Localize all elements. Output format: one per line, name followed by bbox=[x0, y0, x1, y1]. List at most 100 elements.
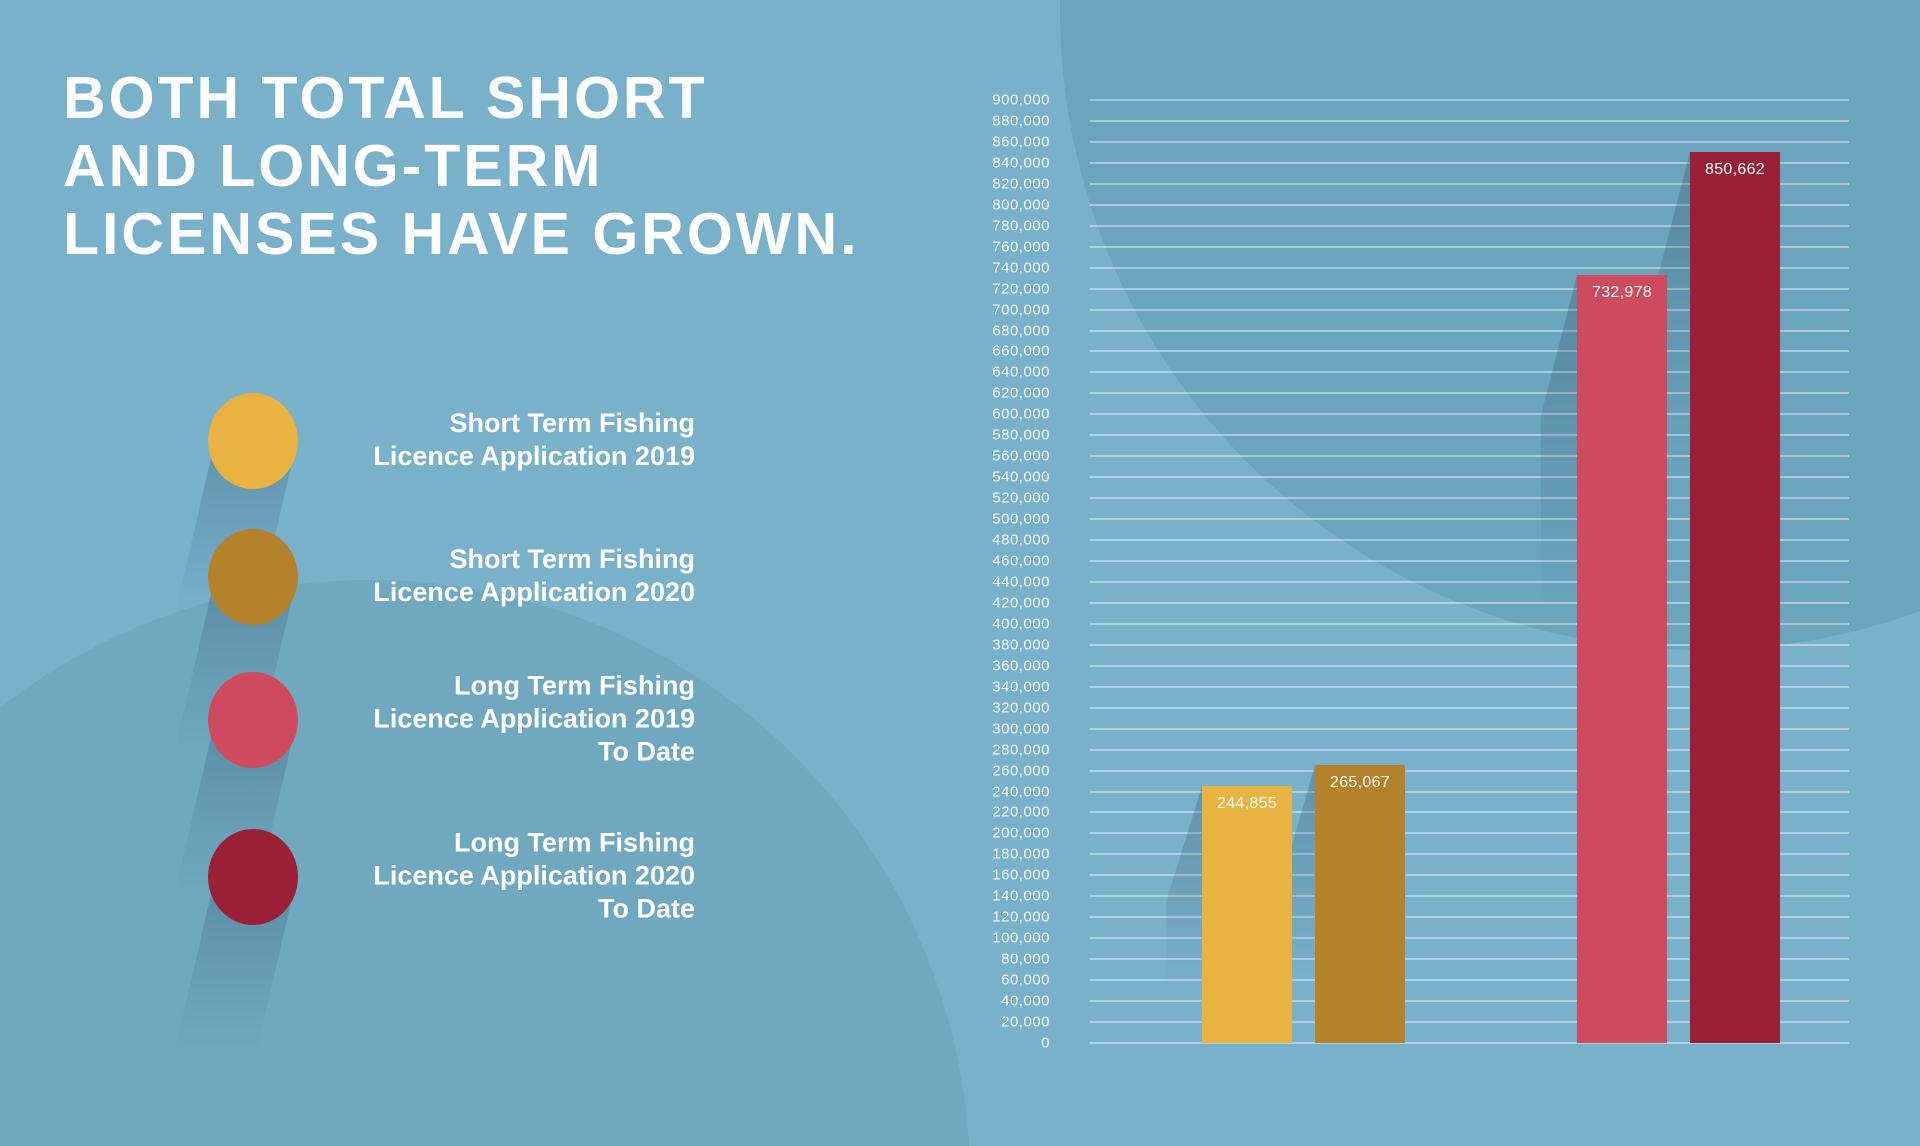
legend-label-line: Licence Application 2020 bbox=[373, 577, 695, 607]
legend-label-line: Licence Application 2020 bbox=[373, 860, 695, 891]
gridline bbox=[1090, 182, 1849, 185]
legend-label-line: To Date bbox=[597, 893, 695, 924]
gridline bbox=[1090, 580, 1849, 583]
y-axis-tick-label: 100,000 bbox=[992, 929, 1050, 947]
y-axis-tick-label: 360,000 bbox=[992, 657, 1050, 675]
y-axis-tick-label: 560,000 bbox=[992, 447, 1050, 465]
legend-label-line: To Date bbox=[597, 736, 695, 767]
legend-label-line: Short Term Fishing bbox=[449, 408, 695, 438]
legend-color-circle bbox=[208, 672, 298, 768]
legend-color-circle bbox=[208, 529, 298, 625]
y-axis-tick-label: 460,000 bbox=[992, 552, 1050, 570]
y-axis-tick-label: 520,000 bbox=[992, 489, 1050, 507]
y-axis-tick-label: 80,000 bbox=[1001, 950, 1050, 968]
gridline bbox=[1090, 790, 1849, 793]
gridline bbox=[1090, 643, 1849, 646]
gridline bbox=[1090, 434, 1849, 437]
y-axis-tick-label: 320,000 bbox=[992, 699, 1050, 717]
gridline bbox=[1090, 497, 1849, 500]
gridline bbox=[1090, 622, 1849, 625]
gridline bbox=[1090, 476, 1849, 479]
legend-label-line: Licence Application 2019 bbox=[373, 703, 695, 734]
y-axis-tick-label: 420,000 bbox=[992, 594, 1050, 612]
y-axis-tick-label: 780,000 bbox=[992, 217, 1050, 235]
legend-label-line: Licence Application 2019 bbox=[373, 441, 695, 471]
y-axis-tick-label: 540,000 bbox=[992, 468, 1050, 486]
y-axis-tick-label: 240,000 bbox=[992, 783, 1050, 801]
y-axis-tick-label: 860,000 bbox=[992, 133, 1050, 151]
y-axis-tick-label: 740,000 bbox=[992, 259, 1050, 277]
legend-label-line: Long Term Fishing bbox=[454, 827, 695, 858]
bar-2: 265,067 bbox=[1315, 765, 1405, 1043]
gridline bbox=[1090, 287, 1849, 290]
legend-color-circle bbox=[208, 393, 298, 489]
y-axis-tick-label: 820,000 bbox=[992, 175, 1050, 193]
gridline bbox=[1090, 350, 1849, 353]
legend-item-1: Short Term Fishing Licence Application 20… bbox=[159, 393, 695, 680]
page-title: BOTH TOTAL SHORT AND LONG-TERM LICENSES HA… bbox=[63, 64, 859, 268]
legend-item-label: Short Term Fishing Licence Application 20… bbox=[326, 407, 695, 473]
bar-1: 244,855 bbox=[1202, 786, 1292, 1043]
y-axis-tick-label: 500,000 bbox=[992, 510, 1050, 528]
gridline bbox=[1090, 1021, 1849, 1024]
gridline bbox=[1090, 224, 1849, 227]
gridline bbox=[1090, 832, 1849, 835]
legend-item-2: Short Term Fishing Licence Application 20… bbox=[159, 529, 695, 816]
gridline bbox=[1090, 748, 1849, 751]
y-axis-tick-label: 800,000 bbox=[992, 196, 1050, 214]
y-axis-tick-label: 260,000 bbox=[992, 762, 1050, 780]
y-axis-tick-label: 880,000 bbox=[992, 112, 1050, 130]
bar-value-label: 244,855 bbox=[1217, 795, 1277, 812]
y-axis-tick-label: 280,000 bbox=[992, 741, 1050, 759]
gridline bbox=[1090, 1000, 1849, 1003]
legend-item-label: Long Term Fishing Licence Application 201… bbox=[326, 670, 695, 769]
gridline bbox=[1090, 329, 1849, 332]
y-axis-tick-label: 580,000 bbox=[992, 426, 1050, 444]
legend-label-line: Short Term Fishing bbox=[449, 544, 695, 574]
y-axis-tick-label: 120,000 bbox=[992, 908, 1050, 926]
bar-value-label: 850,662 bbox=[1705, 161, 1765, 178]
y-axis-tick-label: 340,000 bbox=[992, 678, 1050, 696]
legend-color-circle bbox=[208, 829, 298, 925]
page-title-line: BOTH TOTAL SHORT bbox=[63, 65, 708, 131]
bar-4: 850,662 bbox=[1690, 152, 1780, 1043]
y-axis-tick-label: 380,000 bbox=[992, 636, 1050, 654]
gridline bbox=[1090, 916, 1849, 919]
y-axis-tick-label: 20,000 bbox=[1001, 1013, 1050, 1031]
background-circle-top-right bbox=[1060, 0, 1920, 650]
page-title-line: AND LONG-TERM bbox=[63, 133, 604, 199]
y-axis-tick-label: 0 bbox=[1041, 1034, 1050, 1052]
gridline bbox=[1090, 518, 1849, 521]
bar-long-shadow bbox=[1166, 786, 1202, 1043]
gridline bbox=[1090, 119, 1849, 122]
gridline bbox=[1090, 685, 1849, 688]
y-axis-tick-label: 180,000 bbox=[992, 845, 1050, 863]
y-axis-tick-label: 60,000 bbox=[1001, 971, 1050, 989]
gridline bbox=[1090, 371, 1849, 374]
y-axis-tick-label: 440,000 bbox=[992, 573, 1050, 591]
y-axis-tick-label: 40,000 bbox=[1001, 992, 1050, 1010]
y-axis-tick-label: 640,000 bbox=[992, 363, 1050, 381]
gridline bbox=[1090, 853, 1849, 856]
legend-item-label: Short Term Fishing Licence Application 20… bbox=[326, 543, 695, 609]
bar-value-label: 732,978 bbox=[1592, 284, 1652, 301]
gridline bbox=[1090, 1042, 1849, 1044]
legend-item-label: Long Term Fishing Licence Application 202… bbox=[326, 827, 695, 926]
gridline bbox=[1090, 203, 1849, 206]
gridline bbox=[1090, 895, 1849, 898]
gridline bbox=[1090, 413, 1849, 416]
y-axis-tick-label: 900,000 bbox=[992, 91, 1050, 109]
bar-3: 732,978 bbox=[1577, 275, 1667, 1043]
gridline bbox=[1090, 560, 1849, 563]
y-axis-tick-label: 660,000 bbox=[992, 342, 1050, 360]
legend-item-3: Long Term Fishing Licence Application 201… bbox=[159, 670, 695, 959]
y-axis-tick-label: 220,000 bbox=[992, 803, 1050, 821]
bar-value-label: 265,067 bbox=[1330, 774, 1390, 791]
y-axis-tick-label: 200,000 bbox=[992, 824, 1050, 842]
gridline bbox=[1090, 727, 1849, 730]
y-axis-tick-label: 680,000 bbox=[992, 322, 1050, 339]
gridline bbox=[1090, 99, 1849, 101]
gridline bbox=[1090, 266, 1849, 269]
gridline bbox=[1090, 455, 1849, 458]
